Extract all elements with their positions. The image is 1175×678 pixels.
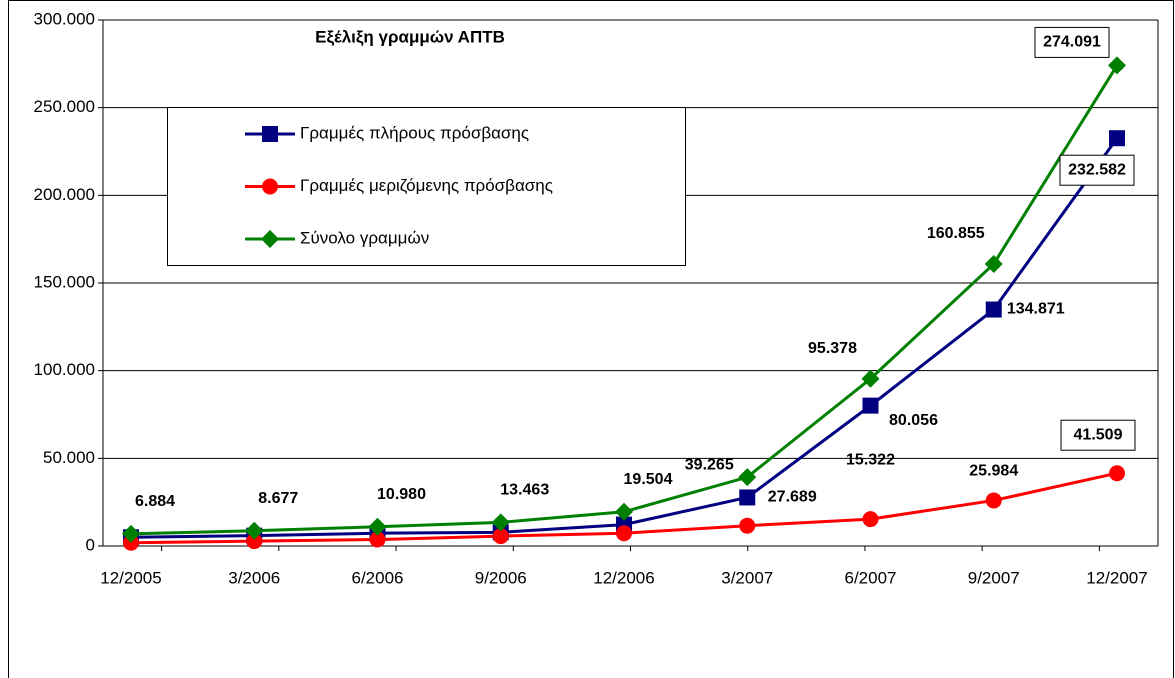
marker	[739, 517, 756, 534]
marker	[862, 511, 879, 528]
marker	[984, 254, 1003, 273]
y-tick-label: 100.000	[34, 360, 95, 379]
legend-label: Σύνολο γραμμών	[300, 228, 429, 247]
y-tick-label: 50.000	[43, 448, 95, 467]
label-box	[1034, 26, 1110, 58]
data-label: 10.980	[377, 486, 426, 503]
marker	[246, 533, 263, 550]
marker	[616, 525, 632, 542]
y-tick-label: 250.000	[34, 97, 95, 116]
y-tick-label: 150.000	[34, 272, 95, 291]
marker	[245, 521, 264, 540]
marker	[122, 524, 140, 543]
x-tick-label: 9/2006	[475, 568, 527, 587]
data-label: 80.056	[889, 412, 938, 429]
x-tick-label: 9/2007	[968, 568, 1020, 587]
data-label: 6.884	[135, 493, 175, 510]
data-label: 41.509	[1074, 426, 1123, 443]
x-tick-label: 3/2007	[721, 568, 773, 587]
data-label: 39.265	[685, 456, 734, 473]
marker	[368, 517, 387, 536]
x-tick-label: 6/2007	[845, 568, 897, 587]
data-label: 160.855	[927, 225, 985, 242]
label-box	[1059, 154, 1135, 186]
data-label: 13.463	[500, 482, 549, 499]
data-label: 19.504	[624, 471, 673, 488]
data-label: 8.677	[258, 490, 298, 507]
marker	[615, 502, 633, 521]
marker	[492, 528, 509, 545]
marker	[491, 513, 510, 532]
data-label: 232.582	[1068, 161, 1126, 178]
y-tick-label: 0	[86, 535, 95, 554]
marker	[261, 230, 279, 248]
marker	[262, 178, 278, 195]
y-tick-label: 200.000	[34, 185, 95, 204]
marker	[1109, 465, 1125, 482]
marker	[262, 126, 278, 142]
marker	[738, 468, 757, 487]
marker	[862, 397, 879, 414]
data-label: 134.871	[1007, 301, 1065, 318]
y-tick-label: 300.000	[34, 9, 95, 28]
label-box	[1060, 419, 1136, 451]
x-tick-label: 12/2006	[593, 568, 654, 587]
chart-title: Εξέλιξη γραμμών ΑΠΤΒ	[315, 27, 505, 46]
data-label: 95.378	[808, 340, 857, 357]
legend-label: Γραμμές πλήρους πρόσβασης	[300, 123, 529, 142]
marker	[1109, 130, 1125, 147]
x-tick-label: 6/2006	[352, 568, 404, 587]
marker	[369, 531, 386, 548]
marker	[1108, 56, 1126, 75]
marker	[985, 492, 1002, 509]
data-label: 25.984	[969, 463, 1018, 480]
marker	[739, 489, 756, 506]
data-label: 274.091	[1043, 34, 1101, 51]
marker	[861, 369, 880, 388]
x-tick-label: 3/2006	[228, 568, 280, 587]
marker	[985, 301, 1002, 318]
x-tick-label: 12/2007	[1086, 568, 1147, 587]
x-tick-label: 12/2005	[100, 568, 161, 587]
data-label: 15.322	[846, 451, 895, 468]
data-label: 27.689	[768, 489, 817, 506]
legend-label: Γραμμές μεριζόμενης πρόσβασης	[300, 176, 553, 195]
